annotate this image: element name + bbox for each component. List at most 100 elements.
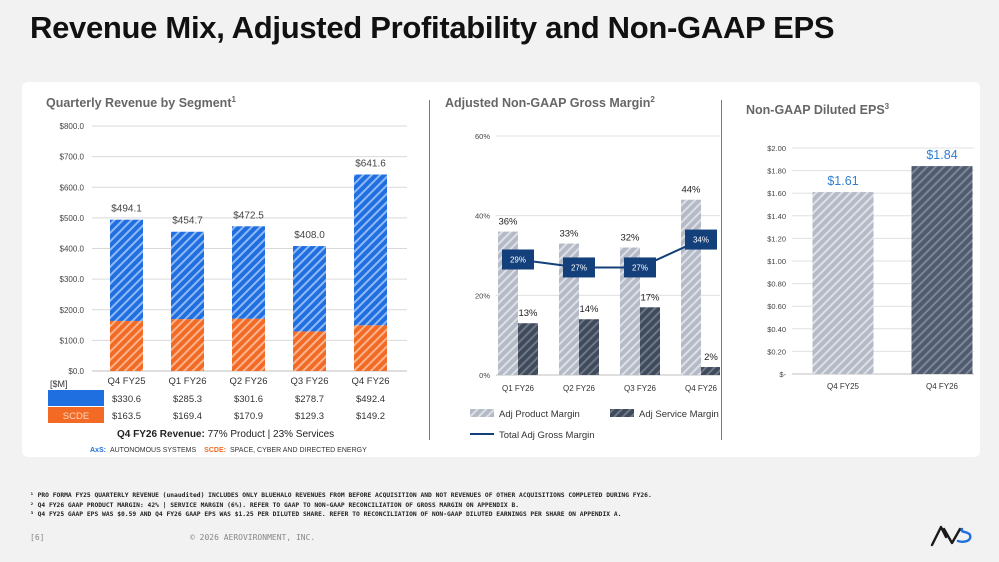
margin-chart-title: Adjusted Non-GAAP Gross Margin2 bbox=[445, 95, 655, 111]
revenue-total-label: $494.1 bbox=[111, 204, 142, 215]
footnote-1: ¹ PRO FORMA FY25 QUARTERLY REVENUE (unau… bbox=[30, 492, 652, 499]
eps-value-label: $1.61 bbox=[827, 174, 858, 188]
scde-bar bbox=[354, 325, 387, 371]
eps-ytick-label: $1.20 bbox=[767, 234, 786, 243]
segment-legend-axs-value: AUTONOMOUS SYSTEMS bbox=[110, 447, 197, 454]
margin-chart: 0% 20% 40% 60% 36% 13% Q1 FY26 33% 14% Q2 FY26 32… bbox=[470, 132, 720, 441]
legend-label-service-margin: Adj Service Margin bbox=[639, 409, 719, 420]
content-panel: Quarterly Revenue by Segment1 Adjusted N… bbox=[22, 82, 980, 457]
margin-ytick-label: 20% bbox=[475, 291, 490, 300]
total-margin-line bbox=[517, 238, 702, 269]
total-margin-label: 29% bbox=[510, 255, 526, 264]
product-margin-label: 32% bbox=[620, 233, 640, 244]
revenue-ytick-label: $600.0 bbox=[60, 183, 85, 192]
total-margin-marker bbox=[685, 229, 717, 250]
scde-bar bbox=[293, 331, 326, 371]
segment-legend-scde-value: SPACE, CYBER AND DIRECTED ENERGY bbox=[230, 447, 367, 454]
total-margin-label: 34% bbox=[693, 236, 709, 245]
service-margin-label: 14% bbox=[579, 304, 599, 315]
page-number: [6] bbox=[30, 533, 45, 542]
eps-ytick-label: $0.80 bbox=[767, 280, 786, 289]
total-margin-marker bbox=[624, 257, 656, 278]
eps-category-label: Q4 FY25 bbox=[827, 382, 860, 391]
scde-row-swatch bbox=[48, 407, 104, 423]
axs-row-label: AxS bbox=[67, 394, 84, 405]
footnotes: ¹ PRO FORMA FY25 QUARTERLY REVENUE (unau… bbox=[30, 491, 652, 520]
scde-bar bbox=[171, 319, 204, 371]
eps-ytick-label: $2.00 bbox=[767, 144, 786, 153]
service-margin-bar bbox=[701, 367, 720, 375]
revenue-mix-note-bold: Q4 FY26 Revenue: bbox=[117, 429, 205, 440]
revenue-total-label: $641.6 bbox=[355, 159, 386, 170]
eps-ytick-label: $0.20 bbox=[767, 347, 786, 356]
axs-value-cell: $330.6 bbox=[112, 394, 141, 405]
footnote-2: ² Q4 FY26 GAAP PRODUCT MARGIN: 42% | SER… bbox=[30, 501, 520, 509]
eps-ytick-label: $0.60 bbox=[767, 302, 786, 311]
axs-bar bbox=[293, 246, 326, 332]
margin-category-label: Q2 FY26 bbox=[563, 384, 596, 393]
legend-label-total-margin: Total Adj Gross Margin bbox=[499, 430, 595, 441]
total-margin-label: 27% bbox=[571, 263, 587, 272]
revenue-ytick-label: $100.0 bbox=[60, 336, 85, 345]
margin-ytick-label: 60% bbox=[475, 132, 490, 141]
revenue-mix-note: Q4 FY26 Revenue: 77% Product | 23% Servi… bbox=[117, 429, 334, 440]
scde-value-cell: $170.9 bbox=[234, 411, 263, 422]
axs-value-cell: $492.4 bbox=[356, 394, 385, 405]
axs-bar bbox=[171, 231, 204, 320]
revenue-unit-label: [$M] bbox=[50, 379, 68, 389]
revenue-ytick-label: $0.0 bbox=[68, 367, 84, 376]
eps-category-label: Q4 FY26 bbox=[926, 382, 959, 391]
axs-value-cell: $285.3 bbox=[173, 394, 202, 405]
product-margin-bar bbox=[620, 247, 640, 375]
scde-row-label: SCDE bbox=[63, 411, 89, 422]
footnote-3: ³ Q4 FY25 GAAP EPS WAS $0.59 AND Q4 FY26… bbox=[30, 511, 622, 518]
product-margin-bar bbox=[681, 199, 701, 375]
scde-value-cell: $149.2 bbox=[356, 411, 385, 422]
revenue-ytick-label: $800.0 bbox=[60, 122, 85, 131]
eps-chart-title: Non-GAAP Diluted EPS3 bbox=[746, 102, 890, 118]
revenue-mix-note-rest: 77% Product | 23% Services bbox=[205, 429, 334, 440]
revenue-chart: $0.0 $100.0 $200.0 $300.0 $400.0 $500.0 $600.0… bbox=[48, 122, 407, 454]
axs-value-cell: $301.6 bbox=[234, 394, 263, 405]
axs-bar bbox=[354, 174, 387, 326]
eps-bar bbox=[911, 166, 973, 374]
revenue-total-label: $408.0 bbox=[294, 230, 325, 241]
legend-label-product-margin: Adj Product Margin bbox=[499, 409, 580, 420]
eps-ytick-label: $1.40 bbox=[767, 212, 786, 221]
revenue-ytick-label: $500.0 bbox=[60, 214, 85, 223]
axs-bar bbox=[110, 219, 143, 321]
eps-ytick-label: $- bbox=[779, 370, 786, 379]
product-margin-label: 44% bbox=[681, 185, 701, 196]
revenue-category-label: Q1 FY26 bbox=[168, 376, 206, 387]
revenue-ytick-label: $700.0 bbox=[60, 153, 85, 162]
slide-title: Revenue Mix, Adjusted Profitability and … bbox=[30, 10, 835, 45]
service-margin-bar bbox=[579, 319, 599, 375]
revenue-chart-title: Quarterly Revenue by Segment1 bbox=[46, 95, 236, 111]
service-margin-bar bbox=[640, 307, 660, 375]
revenue-ytick-label: $400.0 bbox=[60, 245, 85, 254]
segment-legend: AxS: AUTONOMOUS SYSTEMS SCDE: SPACE, CYBER … bbox=[90, 447, 367, 454]
revenue-category-label: Q2 FY26 bbox=[229, 376, 267, 387]
revenue-category-label: Q4 FY26 bbox=[351, 376, 389, 387]
product-margin-label: 36% bbox=[498, 217, 518, 228]
total-margin-marker bbox=[502, 249, 534, 270]
revenue-category-label: Q3 FY26 bbox=[290, 376, 328, 387]
eps-ytick-label: $1.00 bbox=[767, 257, 786, 266]
axs-row-swatch bbox=[48, 390, 104, 406]
product-margin-label: 33% bbox=[559, 229, 579, 240]
margin-ytick-label: 40% bbox=[475, 212, 490, 221]
scde-value-cell: $169.4 bbox=[173, 411, 202, 422]
revenue-total-label: $454.7 bbox=[172, 216, 203, 227]
service-margin-bar bbox=[518, 323, 538, 375]
eps-bar bbox=[812, 192, 874, 374]
av-logo-icon bbox=[930, 525, 972, 547]
eps-chart: $- $0.20 $0.40 $0.60 $0.80 $1.00 $1.20 $1.40 $1.… bbox=[767, 144, 974, 391]
copyright: © 2026 AEROVIRONMENT, INC. bbox=[190, 533, 316, 542]
total-margin-label: 27% bbox=[632, 263, 648, 272]
margin-category-label: Q4 FY26 bbox=[685, 384, 718, 393]
revenue-ytick-label: $300.0 bbox=[60, 275, 85, 284]
service-margin-label: 2% bbox=[704, 352, 718, 363]
revenue-ytick-label: $200.0 bbox=[60, 306, 85, 315]
margin-category-label: Q3 FY26 bbox=[624, 384, 657, 393]
divider-right bbox=[721, 100, 722, 440]
